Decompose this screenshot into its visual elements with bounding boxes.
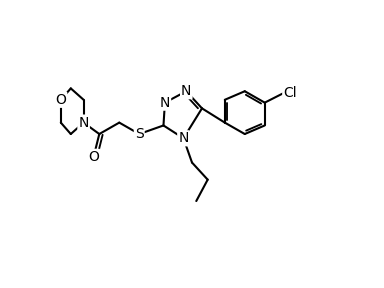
Text: Cl: Cl (283, 86, 297, 100)
Text: S: S (135, 127, 144, 141)
Text: N: N (181, 84, 192, 98)
Text: O: O (88, 150, 99, 164)
Text: N: N (160, 96, 170, 110)
Text: O: O (55, 93, 66, 107)
Text: N: N (78, 115, 89, 130)
Text: N: N (178, 131, 189, 145)
